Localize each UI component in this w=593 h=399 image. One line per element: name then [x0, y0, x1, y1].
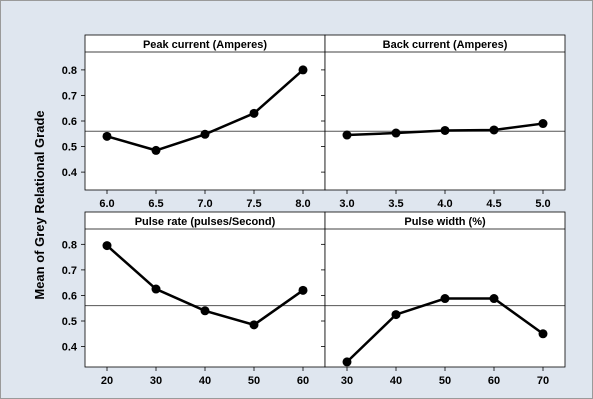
panel-2: Back current (Amperes) 3.0 3.5 4.0 4.5 5.0 — [321, 34, 566, 210]
x-tick-label: 30 — [150, 375, 162, 387]
data-point — [489, 294, 499, 304]
x-tick-label: 30 — [341, 375, 353, 387]
data-point — [249, 320, 259, 330]
y-tick-label: 0.4 — [62, 342, 78, 354]
data-point — [151, 284, 161, 294]
data-point — [200, 129, 210, 139]
x-tick-label: 60 — [488, 375, 500, 387]
y-axis-label: Mean of Grey Relational Grade — [32, 110, 47, 299]
panel-background — [85, 212, 325, 367]
x-tick-label: 4.0 — [437, 198, 452, 210]
y-tick-label: 0.8 — [62, 239, 77, 251]
panel-title: Back current (Amperes) — [383, 39, 508, 51]
y-tick-label: 0.5 — [62, 142, 77, 154]
panel-border — [324, 34, 566, 191]
x-tick-label: 60 — [297, 375, 309, 387]
y-tick-label: 0.7 — [62, 265, 77, 277]
y-tick-label: 0.6 — [62, 290, 77, 302]
y-tick-label: 0.6 — [62, 116, 77, 128]
y-tick-label: 0.4 — [62, 167, 78, 179]
data-point — [298, 285, 308, 295]
panel-border — [324, 211, 566, 368]
x-tick-label: 40 — [199, 375, 211, 387]
data-point — [249, 108, 259, 118]
panel-3: Pulse rate (pulses/Second) 0.4 0.5 0.6 0.7 0.… — [62, 211, 326, 387]
panel-background — [85, 35, 325, 190]
data-point — [538, 119, 548, 129]
panel-title: Peak current (Amperes) — [143, 39, 267, 51]
data-point — [440, 294, 450, 304]
data-point — [489, 125, 499, 135]
panel-title: Pulse rate (pulses/Second) — [135, 216, 276, 228]
panel-title: Pulse width (%) — [404, 216, 486, 228]
x-tick-label: 8.0 — [295, 198, 310, 210]
data-point — [391, 128, 401, 138]
panel-background — [325, 212, 565, 367]
data-point — [151, 145, 161, 155]
x-tick-label: 50 — [439, 375, 451, 387]
x-tick-label: 5.0 — [535, 198, 550, 210]
x-tick-label: 40 — [390, 375, 402, 387]
x-tick-label: 7.0 — [197, 198, 212, 210]
data-point — [298, 65, 308, 75]
x-tick-label: 6.5 — [148, 198, 163, 210]
data-point — [102, 131, 112, 141]
x-tick-label: 70 — [537, 375, 549, 387]
y-tick-label: 0.8 — [62, 65, 77, 77]
data-point — [342, 357, 352, 367]
x-tick-label: 3.0 — [339, 198, 354, 210]
panel-4: Pulse width (%) 30 40 50 60 70 — [321, 211, 566, 387]
x-tick-label: 3.5 — [388, 198, 403, 210]
data-point — [200, 306, 210, 316]
x-tick-label: 6.0 — [99, 198, 114, 210]
x-tick-label: 4.5 — [486, 198, 501, 210]
data-point — [342, 130, 352, 140]
x-tick-label: 20 — [101, 375, 113, 387]
panel-1: Peak current (Amperes) 0.4 0.5 0.6 0.7 0.8 6.0… — [62, 34, 326, 210]
data-point — [391, 310, 401, 320]
x-tick-label: 50 — [248, 375, 260, 387]
data-point — [440, 125, 450, 135]
x-tick-label: 7.5 — [246, 198, 261, 210]
data-point — [102, 241, 112, 251]
y-tick-label: 0.7 — [62, 90, 77, 102]
y-tick-label: 0.5 — [62, 316, 77, 328]
panel-background — [325, 35, 565, 190]
data-point — [538, 329, 548, 339]
